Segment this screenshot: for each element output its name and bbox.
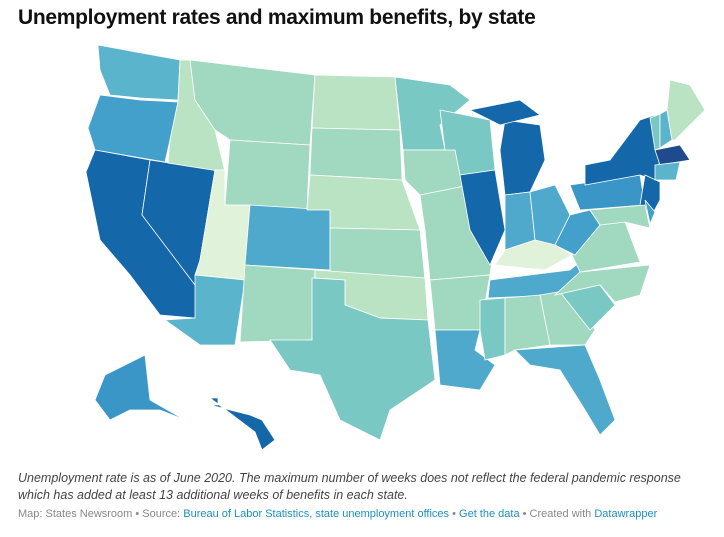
state-or[interactable] xyxy=(87,94,179,163)
state-wy[interactable] xyxy=(224,139,311,211)
state-il[interactable] xyxy=(459,169,506,266)
state-fl[interactable] xyxy=(514,344,616,436)
state-al[interactable] xyxy=(504,294,551,356)
separator: • xyxy=(449,508,460,520)
state-ak[interactable] xyxy=(94,354,186,421)
state-tx[interactable] xyxy=(269,277,436,441)
created-with-label: • Created with xyxy=(519,508,595,520)
chart-notes: Unemployment rate is as of June 2020. Th… xyxy=(18,471,681,502)
source-link[interactable]: Bureau of Labor Statistics, state unempl… xyxy=(183,508,450,520)
state-ct[interactable] xyxy=(654,161,681,181)
state-ny[interactable] xyxy=(584,114,661,186)
source-label: • Source: xyxy=(132,508,184,520)
get-data-link[interactable]: Get the data xyxy=(459,508,520,520)
state-md[interactable] xyxy=(589,204,651,229)
state-ma[interactable] xyxy=(654,144,691,166)
map-credit: Map: States Newsroom xyxy=(18,508,133,520)
state-mi[interactable] xyxy=(499,119,546,196)
state-wa[interactable] xyxy=(97,44,181,101)
state-sd[interactable] xyxy=(309,127,403,181)
state-miu[interactable] xyxy=(468,99,541,126)
chart-title: Unemployment rates and maximum benefits,… xyxy=(18,6,536,29)
state-nd[interactable] xyxy=(311,74,401,131)
state-de[interactable] xyxy=(644,199,656,226)
state-me[interactable] xyxy=(666,79,706,141)
datawrapper-link[interactable]: Datawrapper xyxy=(594,508,658,520)
state-co[interactable] xyxy=(244,204,331,271)
state-hi[interactable] xyxy=(208,397,276,451)
state-ms[interactable] xyxy=(479,297,506,361)
state-nm[interactable] xyxy=(239,264,316,343)
chart-footer: Map: States Newsroom • Source: Bureau of… xyxy=(18,508,657,520)
